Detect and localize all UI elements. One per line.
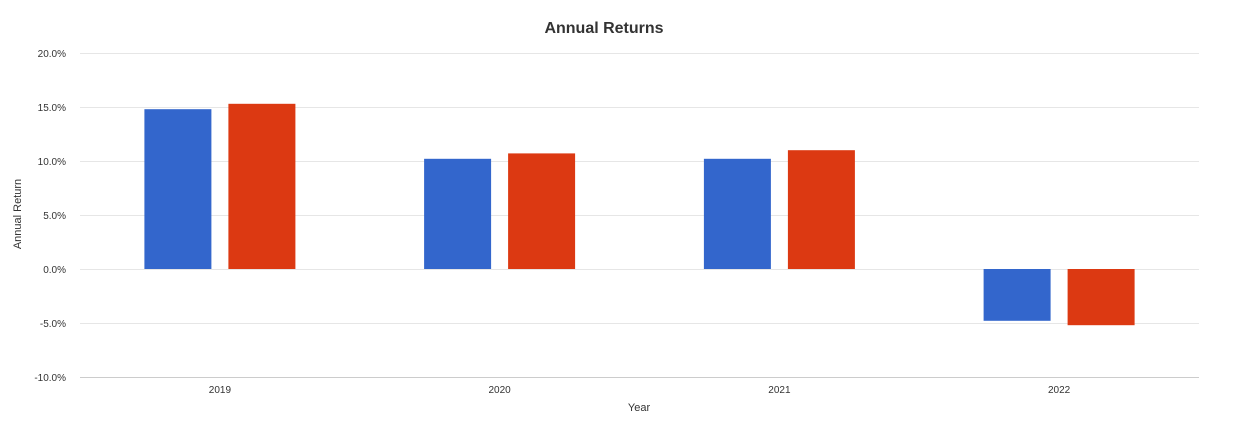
bar-series-2-2020 bbox=[508, 153, 576, 269]
bars bbox=[144, 103, 1135, 326]
y-tick-label: 10.0% bbox=[38, 157, 66, 168]
y-tick-label: -10.0% bbox=[34, 373, 66, 384]
y-tick-label: 5.0% bbox=[43, 211, 66, 222]
y-tick-label: 15.0% bbox=[38, 103, 66, 114]
bar-series-2-2019 bbox=[228, 103, 296, 269]
y-axis-label: Annual Return bbox=[12, 179, 24, 249]
bar-series-1-2022 bbox=[983, 269, 1051, 321]
x-axis-ticks: 2019 2020 2021 2022 bbox=[209, 385, 1071, 396]
x-tick-label: 2022 bbox=[1048, 385, 1071, 396]
x-tick-label: 2020 bbox=[488, 385, 511, 396]
bar-series-1-2019 bbox=[144, 109, 212, 269]
y-tick-label: 0.0% bbox=[43, 265, 66, 276]
x-axis-label: Year bbox=[628, 402, 651, 414]
bar-series-1-2021 bbox=[703, 158, 771, 269]
bar-series-2-2021 bbox=[787, 150, 855, 269]
y-tick-label: 20.0% bbox=[38, 49, 66, 60]
x-tick-label: 2019 bbox=[209, 385, 232, 396]
y-tick-label: -5.0% bbox=[40, 319, 66, 330]
bar-series-1-2020 bbox=[424, 158, 492, 269]
y-axis-ticks: 20.0% 15.0% 10.0% 5.0% 0.0% -5.0% -10.0% bbox=[34, 49, 66, 384]
x-tick-label: 2021 bbox=[768, 385, 791, 396]
bar-series-2-2022 bbox=[1067, 269, 1135, 326]
chart-title: Annual Returns bbox=[544, 20, 663, 37]
